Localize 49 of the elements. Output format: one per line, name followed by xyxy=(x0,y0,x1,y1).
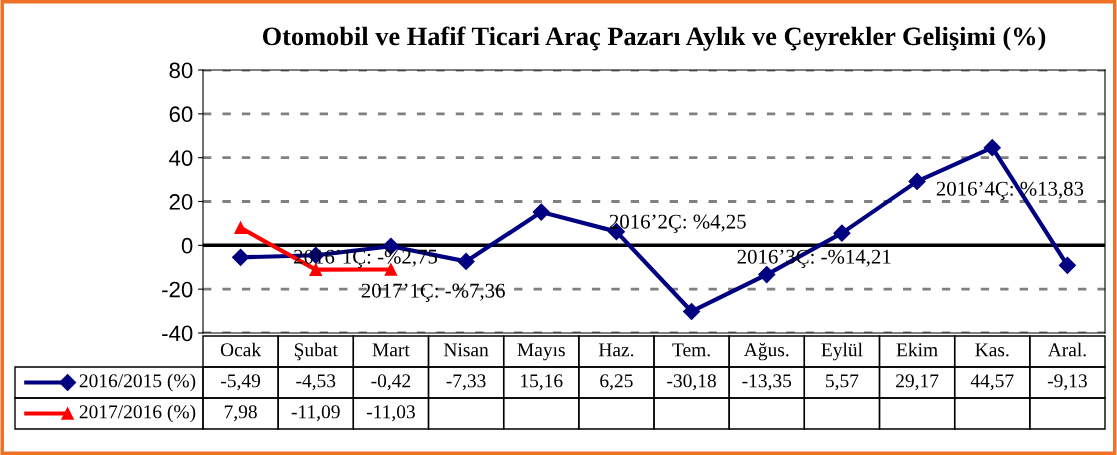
point xyxy=(908,172,926,190)
x-tick-label: Ekim xyxy=(896,342,938,357)
point xyxy=(457,252,475,270)
x-tick-label: Mayıs xyxy=(517,343,565,361)
y-tick-label: 20 xyxy=(169,194,193,210)
y-tick-label: -40 xyxy=(162,325,193,342)
data-label: 6,25 xyxy=(600,374,633,391)
y-tick-label: 80 xyxy=(169,62,193,79)
x-tick-label: Kas. xyxy=(975,343,1009,357)
y-tick-label: 40 xyxy=(169,150,193,166)
data-label: 5,57 xyxy=(826,374,859,391)
y-tick-label: 0 xyxy=(181,237,193,254)
data-label: -5,49 xyxy=(221,374,261,391)
x-tick-label: Ağus. xyxy=(743,342,789,361)
data-label: 15,16 xyxy=(521,374,563,391)
point xyxy=(232,248,250,266)
x-tick-label: Mart xyxy=(372,343,410,357)
x-tick-label: Şubat xyxy=(294,342,338,361)
x-tick-label: Eylül xyxy=(821,342,863,361)
x-tick-label: Haz. xyxy=(598,343,634,357)
annotation: 2016’2Ç: %4,25 xyxy=(609,214,746,233)
chart-title: Otomobil ve Hafif Ticari Araç Pazarı Aylık ve Çeyrekler Gelişimi (%) xyxy=(262,26,1046,51)
data-label: 44,57 xyxy=(970,374,1014,391)
point xyxy=(234,221,247,235)
point xyxy=(983,139,1001,157)
data-label: -13,35 xyxy=(742,374,792,391)
point xyxy=(1058,256,1076,274)
point xyxy=(532,203,550,221)
data-label: -4,53 xyxy=(296,374,336,391)
data-label: -11,09 xyxy=(291,405,340,422)
data-label: -7,33 xyxy=(446,374,486,391)
data-label: -11,03 xyxy=(366,405,415,422)
x-tick-label: Aral. xyxy=(1047,342,1086,357)
point xyxy=(833,224,851,242)
annotation: 2017’1Ç: -%7,36 xyxy=(361,283,505,302)
data-label: -9,13 xyxy=(1047,374,1087,391)
data-label: 7,98 xyxy=(224,405,257,422)
data-label: -0,42 xyxy=(371,374,411,391)
y-tick-label: 60 xyxy=(169,106,193,123)
legend-label: 2017/2016 (%) xyxy=(79,404,196,423)
y-tick-label: -20 xyxy=(162,281,193,298)
data-label: -30,18 xyxy=(667,374,716,391)
data-label: 29,17 xyxy=(896,374,939,391)
legend-label: 2016/2015 (%) xyxy=(79,373,196,392)
annotation: 2016’4Ç: %13,83 xyxy=(936,181,1084,200)
x-tick-label: Nisan xyxy=(443,343,489,357)
x-tick-label: Ocak xyxy=(220,342,262,357)
x-tick-label: Tem. xyxy=(672,343,710,357)
point xyxy=(683,302,701,321)
